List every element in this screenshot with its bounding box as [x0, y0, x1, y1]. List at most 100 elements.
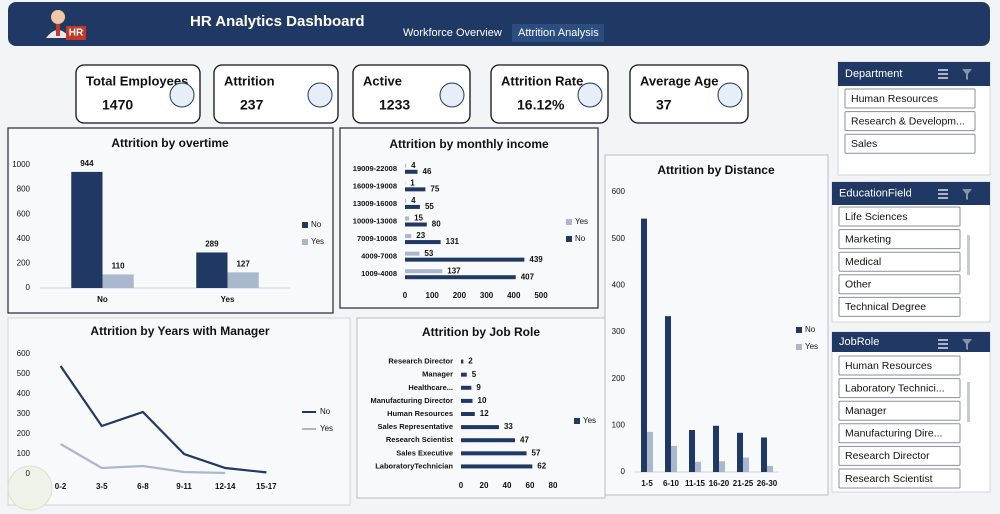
data-label: 137 [447, 266, 461, 275]
slicer-item-label[interactable]: Human Resources [845, 360, 932, 372]
kpi-value: 1233 [379, 97, 410, 113]
bar [461, 438, 516, 443]
clear-filter-icon[interactable] [962, 69, 972, 80]
slicer-header [832, 182, 990, 205]
y-tick-label: Sales Representative [378, 422, 453, 431]
kpi-card [213, 64, 339, 124]
legend-label: Yes [805, 342, 818, 351]
chart-title: Attrition by overtime [111, 136, 229, 150]
slicer-title: Department [845, 68, 902, 80]
slicer-item[interactable] [838, 296, 961, 317]
kpi-icon [307, 82, 333, 108]
bar [461, 385, 472, 390]
slicer-item-label[interactable]: Technical Degree [845, 301, 926, 313]
data-label: 75 [430, 184, 439, 193]
slicer-item-label[interactable]: Medical [845, 256, 881, 268]
clear-filter-icon[interactable] [962, 339, 972, 350]
scrollbar [967, 235, 970, 275]
line-series [60, 443, 226, 475]
slicer-item-label[interactable]: Other [845, 279, 872, 291]
bar [102, 274, 134, 288]
multi-select-icon[interactable] [938, 189, 948, 199]
slicer-item[interactable] [838, 206, 961, 227]
bar [671, 445, 677, 472]
legend-swatch [796, 327, 802, 333]
x-tick-label: 6-10 [663, 479, 680, 488]
slicer-item-label[interactable]: Marketing [845, 233, 891, 245]
legend-label: Yes [575, 217, 588, 226]
data-label: 4 [411, 196, 416, 205]
x-tick-label: 26-30 [757, 479, 778, 488]
legend-swatch [566, 236, 572, 242]
slicer-item[interactable] [844, 133, 976, 154]
y-tick-label: 200 [612, 374, 626, 383]
legend-swatch [302, 239, 308, 245]
y-tick-label: Manager [422, 370, 453, 379]
slicer-item[interactable] [838, 468, 961, 489]
y-tick-label: 400 [17, 234, 31, 243]
clear-filter-icon[interactable] [962, 189, 972, 200]
y-tick-label: 4009-7008 [361, 252, 397, 261]
bar [227, 272, 259, 288]
y-tick-label: 300 [17, 409, 31, 418]
slicer-item-label[interactable]: Research & Developm... [851, 115, 965, 127]
slicer-item[interactable] [838, 400, 961, 421]
panel [7, 127, 334, 314]
bar [405, 204, 420, 209]
y-tick-label: 0 [26, 283, 31, 292]
slicer-item-label[interactable]: Manufacturing Dire... [845, 428, 942, 440]
watermark [7, 465, 53, 511]
slicer-item[interactable] [844, 88, 976, 109]
data-label: 1 [410, 178, 415, 187]
legend-label: No [805, 325, 816, 334]
data-label: 439 [529, 255, 543, 264]
multi-select-icon[interactable] [938, 339, 948, 349]
y-tick-label: 500 [612, 234, 626, 243]
bar [461, 359, 464, 364]
legend-swatch [566, 219, 572, 225]
data-label: 53 [424, 249, 433, 258]
slicer-item[interactable] [838, 378, 961, 399]
bar [461, 398, 473, 403]
data-label: 9 [476, 383, 481, 392]
slicer-item[interactable] [844, 111, 976, 132]
slicer-item[interactable] [838, 251, 961, 272]
slicer-item[interactable] [838, 355, 961, 376]
bar [767, 465, 773, 472]
bar [461, 372, 467, 377]
logo: HR [46, 10, 86, 40]
slicer-item-label[interactable]: Human Resources [851, 93, 938, 105]
y-tick-label: 200 [17, 429, 31, 438]
y-tick-label: 300 [612, 327, 626, 336]
y-tick-label: Manufacturing Director [370, 396, 453, 405]
slicer-item[interactable] [838, 423, 961, 444]
x-tick-label: 60 [526, 481, 535, 490]
kpi-value: 16.12% [517, 97, 565, 113]
x-tick-label: 0 [403, 291, 408, 300]
y-tick-label: 0 [621, 467, 626, 476]
x-tick-label: 11-15 [685, 479, 706, 488]
slicer-item[interactable] [838, 445, 961, 466]
data-label: 5 [472, 370, 477, 379]
slicer-item-label[interactable]: Laboratory Technici... [845, 382, 945, 394]
y-tick-label: 400 [17, 389, 31, 398]
slicer-item[interactable] [838, 274, 961, 295]
slicer-item-label[interactable]: Research Director [845, 450, 930, 462]
slicer-item-label[interactable]: Life Sciences [845, 211, 907, 223]
nav-tab[interactable]: Workforce Overview [403, 27, 502, 39]
slicer-item-label[interactable]: Sales [851, 138, 877, 150]
bar [743, 457, 749, 472]
chart-title: Attrition by Distance [657, 163, 775, 177]
nav-tab[interactable]: Attrition Analysis [518, 27, 599, 39]
slicer-item-label[interactable]: Research Scientist [845, 473, 933, 485]
x-tick-label: 21-25 [733, 479, 754, 488]
line-series [59, 365, 267, 474]
slicer-item-label[interactable]: Manager [845, 405, 887, 417]
y-tick-label: 19009-22008 [353, 164, 397, 173]
multi-select-icon[interactable] [938, 69, 948, 79]
slicer-item[interactable] [838, 229, 961, 250]
bar [647, 431, 653, 472]
y-tick-label: 500 [17, 369, 31, 378]
bar [719, 461, 725, 472]
